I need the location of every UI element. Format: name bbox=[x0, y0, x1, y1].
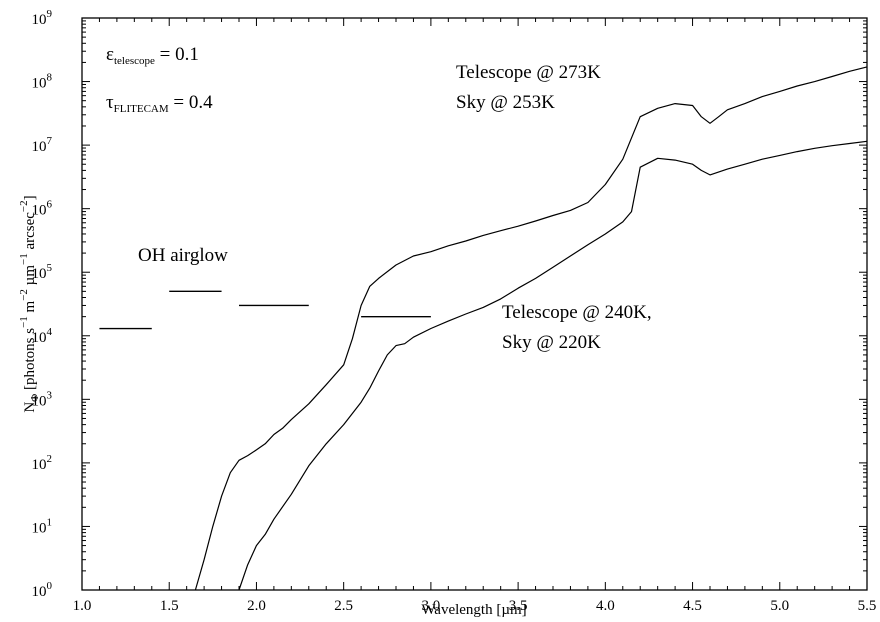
series-2-label-line-2: Sky @ 220K bbox=[502, 332, 601, 353]
series-2-line bbox=[238, 140, 868, 591]
y-tick-label: 107 bbox=[32, 135, 53, 155]
y-tick-base: 10 bbox=[32, 393, 47, 409]
x-axis-title: Wavelength [µm] bbox=[421, 602, 526, 618]
y-tick-exponent: 2 bbox=[47, 453, 53, 465]
y-tick-base: 10 bbox=[32, 139, 47, 155]
y-tick-exponent: 3 bbox=[47, 389, 53, 401]
y-tick-label: 102 bbox=[32, 453, 53, 473]
x-tick-labels: 1.0 1.5 2.0 2.5 3.0 3.5 4.0 4.5 5.0 5.5 bbox=[73, 598, 877, 614]
series-lines bbox=[194, 66, 868, 591]
y-tick-label: 106 bbox=[32, 199, 53, 219]
x-tick-label: 5.5 bbox=[858, 598, 877, 614]
series-1-line bbox=[194, 66, 868, 591]
y-tick-base: 10 bbox=[32, 457, 47, 473]
y-tick-exponent: 8 bbox=[47, 72, 53, 84]
y-tick-label: 104 bbox=[32, 326, 53, 346]
y-tick-exponent: 5 bbox=[47, 262, 53, 274]
y-tick-exponent: 4 bbox=[47, 326, 53, 338]
x-tick-label: 3.5 bbox=[509, 598, 528, 614]
y-tick-base: 10 bbox=[32, 330, 47, 346]
y-tick-base: 10 bbox=[32, 584, 47, 600]
x-tick-label: 3.0 bbox=[422, 598, 441, 614]
oh-airglow-segments bbox=[99, 290, 431, 330]
y-tick-label: 100 bbox=[32, 580, 53, 600]
plot-frame bbox=[81, 17, 868, 591]
y-tick-label: 103 bbox=[32, 389, 53, 409]
epsilon-annotation: εtelescope = 0.1 bbox=[106, 44, 199, 67]
oh-airglow-label: OH airglow bbox=[138, 245, 228, 266]
y-tick-exponent: 6 bbox=[47, 199, 53, 211]
x-tick-label: 1.5 bbox=[160, 598, 179, 614]
series-2-label-line-1: Telescope @ 240K, bbox=[502, 302, 652, 323]
y-tick-label: 109 bbox=[32, 8, 53, 28]
x-tick-label: 2.0 bbox=[247, 598, 266, 614]
x-tick-label: 2.5 bbox=[334, 598, 353, 614]
y-tick-base: 10 bbox=[32, 12, 47, 28]
y-tick-exponent: 0 bbox=[47, 580, 53, 592]
series-1-label-line-2: Sky @ 253K bbox=[456, 92, 555, 113]
x-tick-label: 5.0 bbox=[770, 598, 789, 614]
y-tick-base: 10 bbox=[32, 520, 47, 536]
y-tick-base: 10 bbox=[32, 266, 47, 282]
y-tick-exponent: 7 bbox=[47, 135, 53, 147]
series-1-label-line-1: Telescope @ 273K bbox=[456, 62, 601, 83]
y-tick-exponent: 1 bbox=[47, 516, 53, 528]
axis-ticks bbox=[81, 17, 868, 591]
x-tick-label: 4.0 bbox=[596, 598, 615, 614]
x-tick-label: 4.5 bbox=[683, 598, 702, 614]
y-tick-label: 101 bbox=[32, 516, 53, 536]
x-tick-label: 1.0 bbox=[73, 598, 92, 614]
y-tick-base: 10 bbox=[32, 203, 47, 219]
y-tick-label: 105 bbox=[32, 262, 53, 282]
tau-annotation: τFLITECAM = 0.4 bbox=[106, 92, 213, 115]
y-tick-exponent: 9 bbox=[47, 8, 53, 20]
y-tick-base: 10 bbox=[32, 76, 47, 92]
y-axis-title: NΦ [photons s−1 m−2 µm−1 arcsec−2] bbox=[18, 195, 41, 412]
y-tick-label: 108 bbox=[32, 72, 53, 92]
